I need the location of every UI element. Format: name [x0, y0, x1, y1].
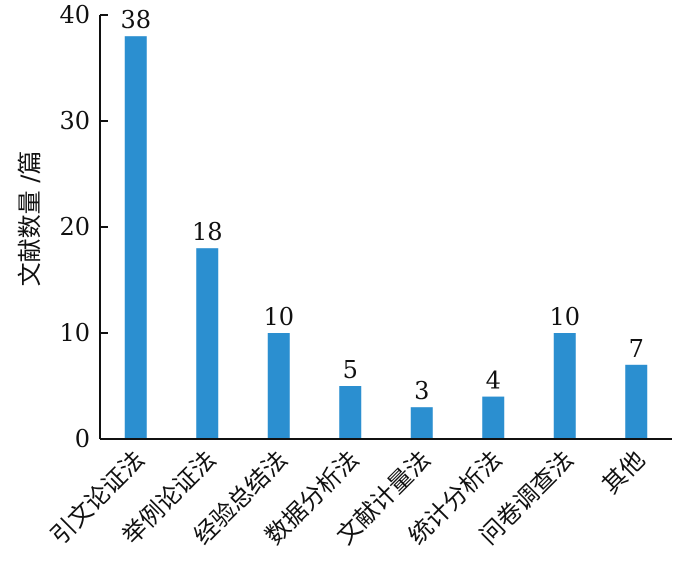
data-label: 5: [343, 356, 358, 384]
data-label: 10: [263, 303, 294, 331]
bar-8: [625, 364, 648, 439]
bar-5: [410, 407, 433, 439]
y-axis-title: 文献数量 /篇: [16, 151, 44, 287]
y-axis-ticks: 0 10 20 30 40: [59, 1, 108, 453]
bar-3: [267, 333, 290, 439]
data-label: 18: [192, 218, 223, 246]
bar-7: [553, 333, 576, 439]
bar-1: [124, 36, 147, 439]
data-label: 3: [414, 377, 429, 405]
bars: [124, 36, 648, 439]
y-tick-label: 40: [59, 1, 90, 29]
data-label: 7: [629, 335, 644, 363]
data-label: 10: [549, 303, 580, 331]
y-tick-label: 30: [59, 107, 90, 135]
y-tick-label: 0: [75, 425, 90, 453]
y-tick-label: 10: [59, 319, 90, 347]
data-labels: 38 18 10 5 3 4 10 7: [120, 6, 643, 405]
data-label: 38: [120, 6, 151, 34]
data-label: 4: [486, 367, 501, 395]
bar-4: [339, 386, 362, 439]
y-tick-label: 20: [59, 213, 90, 241]
bar-6: [482, 396, 505, 439]
bar-2: [196, 248, 219, 439]
category-label: 其他: [597, 445, 651, 499]
